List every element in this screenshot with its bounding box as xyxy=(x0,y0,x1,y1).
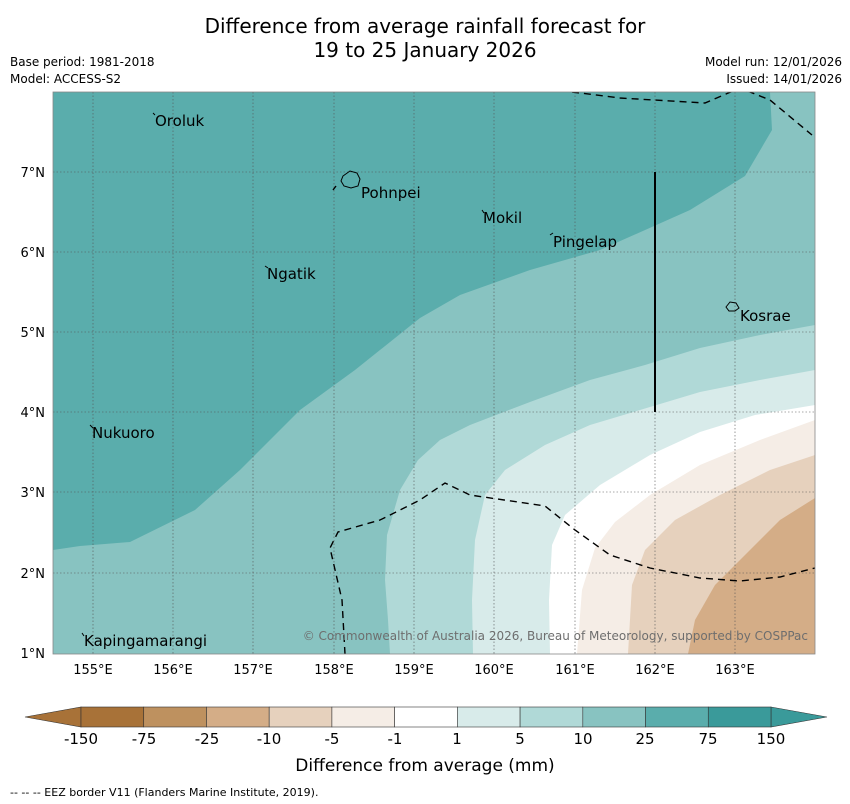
colorbar-cell xyxy=(331,706,395,728)
colorbar-cell xyxy=(645,706,709,728)
colorbar-label: 10 xyxy=(573,730,593,748)
contour-layer: Oroluk Pohnpei Mokil Pingelap Ngatik Kos… xyxy=(53,92,815,654)
lat-tick: 7°N xyxy=(21,166,46,181)
colorbar-cell xyxy=(457,706,521,728)
longitude-axis: 155°E 156°E 157°E 158°E 159°E 160°E 161°… xyxy=(73,663,755,678)
map-title-line-2: 19 to 25 January 2026 xyxy=(313,38,537,62)
eez-borders xyxy=(329,92,815,654)
colorbar-low-extension xyxy=(24,706,82,728)
lon-tick: 158°E xyxy=(314,663,354,678)
colorbar-cell xyxy=(268,706,333,728)
colorbar-cell xyxy=(206,706,270,728)
label-mokil: Mokil xyxy=(483,209,522,227)
lat-tick: 3°N xyxy=(21,486,46,501)
kosrae-island xyxy=(725,301,740,312)
ngatik-atoll xyxy=(264,265,269,269)
graticule xyxy=(53,92,815,654)
label-kapingamarangi: Kapingamarangi xyxy=(84,632,207,650)
label-oroluk: Oroluk xyxy=(155,112,204,130)
colorbar-label: -75 xyxy=(131,730,157,748)
lat-tick: 1°N xyxy=(21,647,46,662)
band-10-to-25 xyxy=(53,92,772,550)
oroluk-atoll xyxy=(152,112,156,116)
mokil-atoll xyxy=(481,209,485,214)
lon-tick: 156°E xyxy=(153,663,193,678)
latitude-axis: 1°N 2°N 3°N 4°N 5°N 6°N 7°N xyxy=(21,166,46,662)
base-period: Base period: 1981-2018 xyxy=(10,55,155,69)
island-outlines xyxy=(81,112,740,637)
model-name: Model: ACCESS-S2 xyxy=(10,72,122,86)
colorbar-label: 75 xyxy=(698,730,718,748)
colorbar-cell xyxy=(143,706,207,728)
band-minus75-to-minus25 xyxy=(688,498,815,654)
colorbar-label: 1 xyxy=(452,730,462,748)
pohnpei-island xyxy=(340,170,361,189)
colorbar-label: -10 xyxy=(256,730,282,748)
pingelap-atoll xyxy=(549,232,554,236)
label-nukuoro: Nukuoro xyxy=(92,424,155,442)
nukuoro-atoll xyxy=(89,424,94,429)
colorbar-label: -150 xyxy=(63,730,99,748)
kapingamarangi-atoll xyxy=(81,632,85,637)
lon-tick: 161°E xyxy=(555,663,595,678)
colorbar-cell xyxy=(707,706,772,728)
label-ngatik: Ngatik xyxy=(267,265,316,283)
copyright-notice: © Commonwealth of Australia 2026, Bureau… xyxy=(303,629,808,643)
colorbar-cell xyxy=(80,706,145,728)
model-run: Model run: 12/01/2026 xyxy=(704,55,842,69)
lon-tick: 163°E xyxy=(715,663,755,678)
issued-date: Issued: 14/01/2026 xyxy=(726,72,842,86)
lon-tick: 157°E xyxy=(233,663,273,678)
colorbar-label: 25 xyxy=(635,730,655,748)
place-labels: Oroluk Pohnpei Mokil Pingelap Ngatik Kos… xyxy=(84,112,791,650)
colorbar-label: -5 xyxy=(324,730,340,748)
colorbar-label: -1 xyxy=(387,730,403,748)
lon-tick: 162°E xyxy=(635,663,675,678)
colorbar-cell xyxy=(519,706,584,728)
lat-tick: 4°N xyxy=(21,406,46,421)
lon-tick: 159°E xyxy=(394,663,434,678)
lat-tick: 2°N xyxy=(21,567,46,582)
colorbar-cell xyxy=(394,706,458,728)
eez-footnote: -- -- -- EEZ border V11 (Flanders Marine… xyxy=(10,786,319,799)
lat-tick: 6°N xyxy=(21,246,46,261)
label-pohnpei: Pohnpei xyxy=(361,184,421,202)
colorbar-cell xyxy=(582,706,646,728)
label-kosrae: Kosrae xyxy=(740,307,791,325)
colorbar xyxy=(24,706,828,728)
lat-tick: 5°N xyxy=(21,326,46,341)
colorbar-label: -25 xyxy=(194,730,220,748)
colorbar-label: 150 xyxy=(756,730,786,748)
lon-tick: 155°E xyxy=(73,663,113,678)
label-pingelap: Pingelap xyxy=(553,233,617,251)
lon-tick: 160°E xyxy=(474,663,514,678)
map-title-line-1: Difference from average rainfall forecas… xyxy=(204,14,646,38)
colorbar-title: Difference from average (mm) xyxy=(295,756,555,776)
colorbar-high-extension xyxy=(770,706,828,728)
map-frame xyxy=(52,91,816,655)
colorbar-label: 5 xyxy=(515,730,525,748)
